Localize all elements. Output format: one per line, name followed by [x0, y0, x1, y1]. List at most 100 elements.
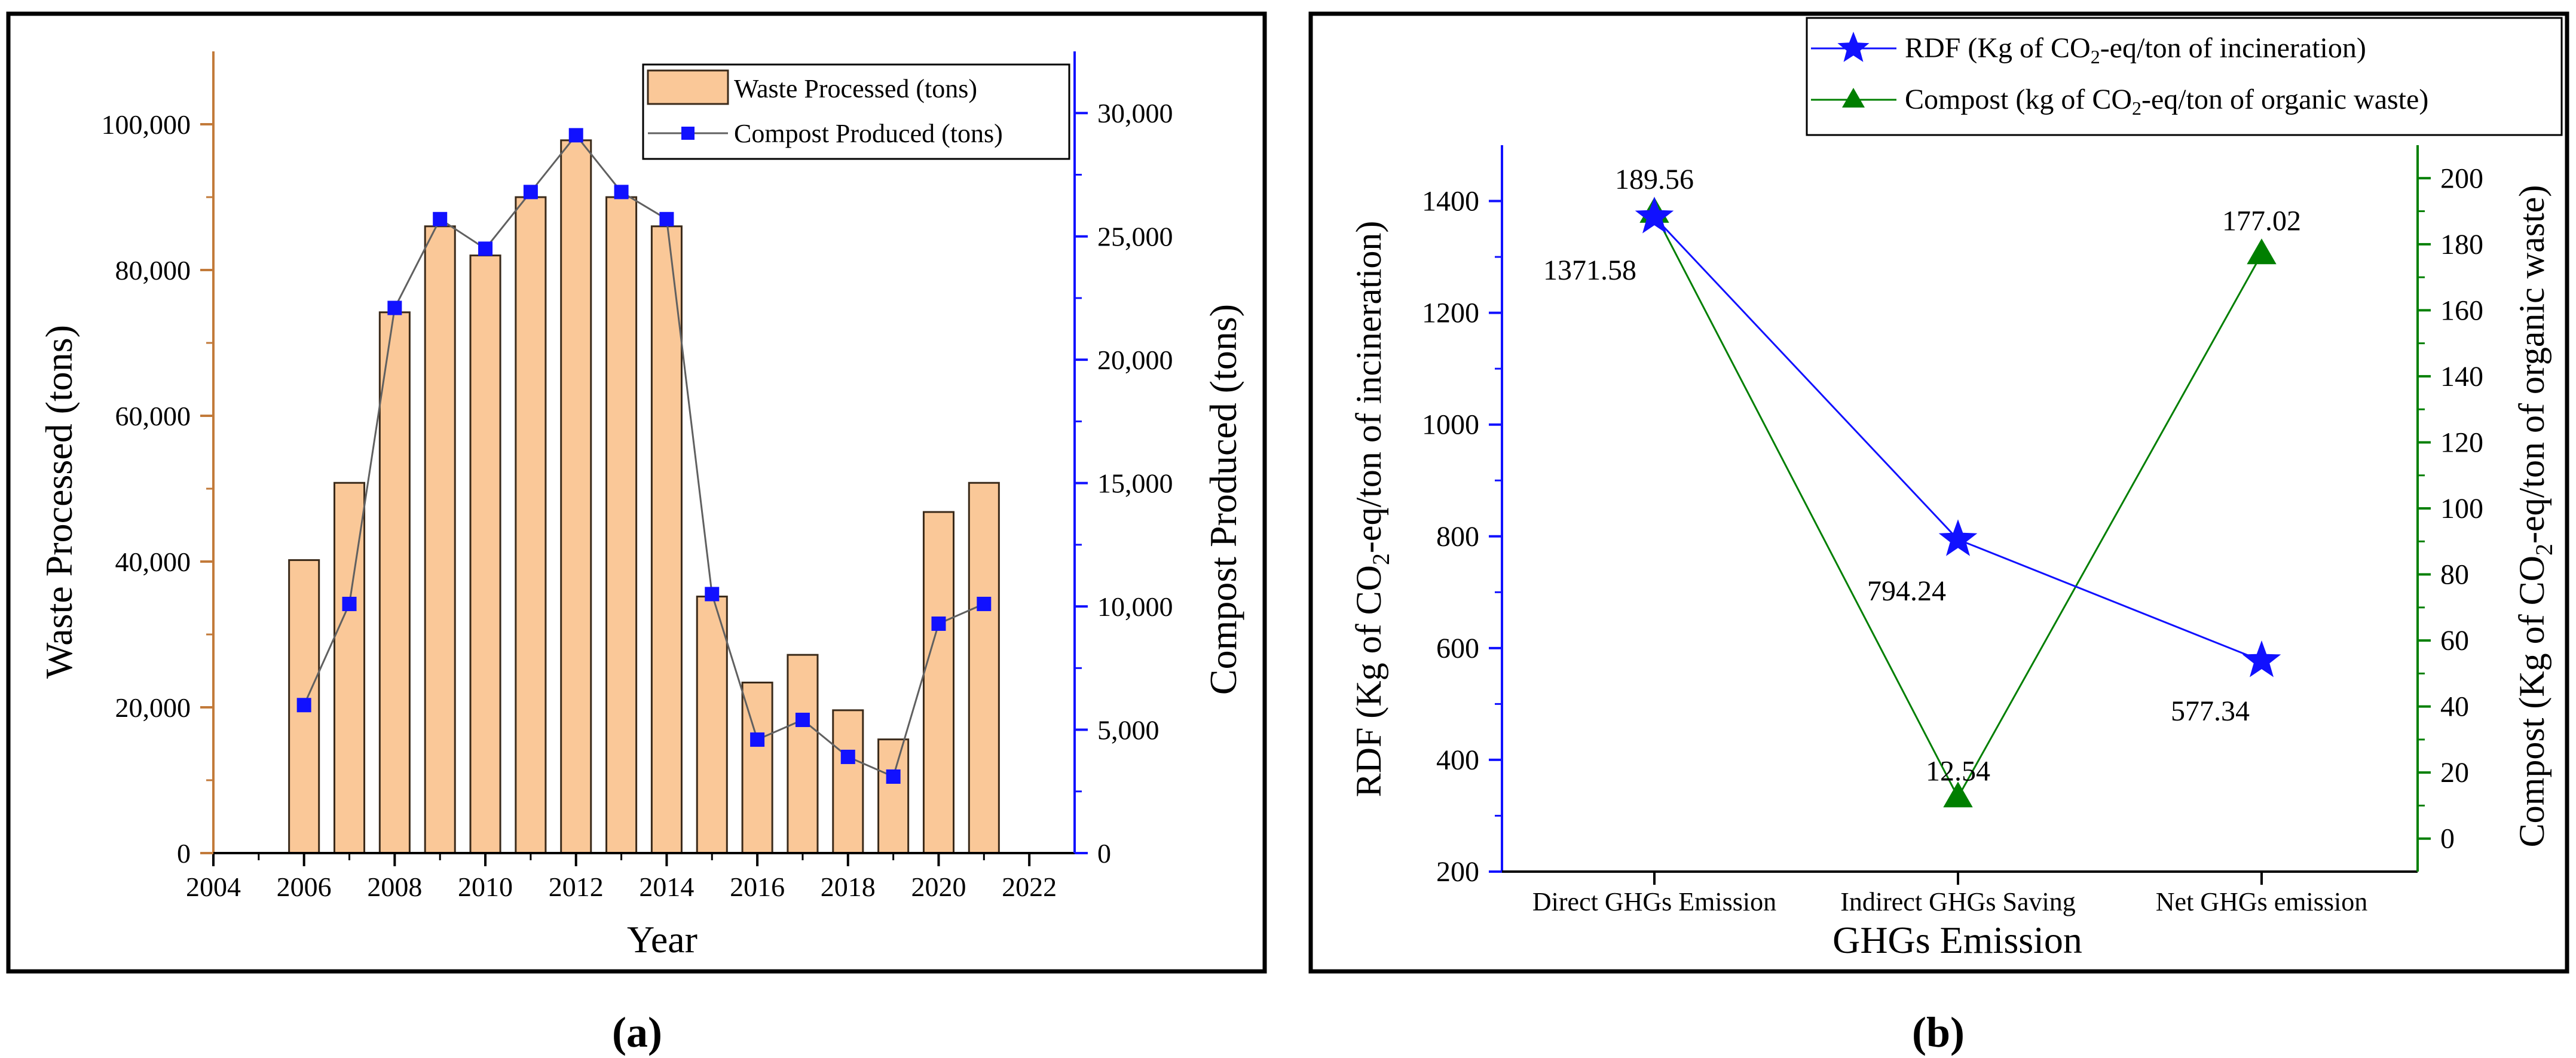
- legend-b-box: [1806, 17, 2563, 136]
- waste-bar-2020: [922, 511, 955, 854]
- waste-bar-2014: [650, 225, 683, 854]
- rdf-data-label: 794.24: [1867, 575, 1946, 607]
- waste-bar-2016: [741, 682, 773, 854]
- panel-b-label: (b): [1912, 1008, 1965, 1056]
- b-left-tick-label: 1000: [1422, 409, 1479, 441]
- b-left-tick-label: 800: [1436, 521, 1479, 553]
- compost-data-label: 12.54: [1926, 755, 1990, 787]
- panel-b-left-axis-title: RDF (Kg of CO2-eq/ton of incineration): [1349, 221, 1394, 798]
- compost-data-label: 189.56: [1615, 164, 1694, 195]
- b-right-tick-label: 0: [2440, 823, 2455, 855]
- compost-point-2008: [387, 300, 402, 315]
- a-right-tick-label: 20,000: [1097, 345, 1173, 375]
- b-left-tick-label: 1200: [1422, 298, 1479, 329]
- b-right-tick-label: 20: [2440, 757, 2469, 789]
- compost-point-2012: [568, 128, 583, 143]
- a-right-tick-label: 0: [1097, 838, 1111, 869]
- panel-a-frame: [6, 11, 1267, 974]
- panel-b-chart: Direct GHGs Emission Indirect GHGs Saving…: [1308, 11, 2569, 974]
- rdf-star-marker: [1635, 197, 1674, 234]
- a-right-tick-label: 15,000: [1097, 468, 1173, 499]
- a-left-tick-label: 60,000: [115, 401, 191, 431]
- compost-point-2013: [614, 185, 629, 200]
- legend-b-rdf-label-part1: RDF (Kg of CO: [1905, 32, 2091, 64]
- b-right-tick-label: 120: [2440, 427, 2483, 458]
- legend-b-compost-label-sub: 2: [2132, 97, 2141, 119]
- a-right-tick-label: 25,000: [1097, 222, 1173, 252]
- a-x-tick-label: 2016: [730, 872, 785, 902]
- b-x-category-label: Direct GHGs Emission: [1532, 887, 1776, 916]
- panel-b-right-axis-title: Compost (Kg of CO2-eq/ton of organic was…: [2512, 185, 2557, 848]
- panel-b-right-axis-title-sub: 2: [2531, 544, 2557, 556]
- a-x-tick-label: 2004: [186, 872, 241, 902]
- legend-b-compost-label-part2: -eq/ton of organic waste): [2141, 84, 2428, 115]
- compost-triangle-marker: [2247, 238, 2277, 265]
- waste-bar-2010: [469, 254, 501, 854]
- b-right-tick-label: 200: [2440, 162, 2483, 194]
- b-x-category-label: Net GHGs emission: [2156, 887, 2367, 916]
- compost-point-2006: [296, 698, 311, 713]
- compost-point-2009: [433, 211, 448, 226]
- a-left-tick-label: 80,000: [115, 255, 191, 286]
- a-x-tick-label: 2022: [1002, 872, 1057, 902]
- a-x-tick-label: 2006: [277, 872, 332, 902]
- a-left-tick-label: 20,000: [115, 692, 191, 723]
- panel-a-label: (a): [612, 1008, 662, 1056]
- a-x-tick-label: 2018: [821, 872, 876, 902]
- compost-triangle-marker: [1943, 781, 1973, 808]
- waste-bar-2008: [378, 311, 411, 854]
- waste-bar-2017: [787, 654, 819, 854]
- panel-a-chart: 2004 2006 2008 2010 2012 2014 2016 2018 2020 2022…: [6, 11, 1267, 974]
- a-x-tick-label: 2008: [367, 872, 422, 902]
- compost-line: [303, 133, 984, 778]
- a-left-tick-label: 40,000: [115, 547, 191, 577]
- compost-point-2014: [659, 211, 674, 226]
- b-right-tick-label: 100: [2440, 493, 2483, 525]
- b-left-tick-label: 200: [1436, 856, 1479, 888]
- a-x-tick-label: 2012: [549, 872, 604, 902]
- waste-bar-2012: [560, 139, 592, 854]
- b-right-tick-label: 60: [2440, 625, 2469, 657]
- waste-bar-2009: [424, 225, 456, 854]
- legend-b-rdf-star-marker: [1837, 32, 1870, 62]
- panel-a-left-axis-title: Waste Processed (tons): [38, 325, 80, 679]
- waste-bar-2019: [877, 738, 910, 854]
- a-x-tick-label: 2014: [639, 872, 694, 902]
- panel-a-legend: Waste Processed (tons) Compost Produced …: [642, 63, 1070, 160]
- panel-b-legend: RDF (Kg of CO2-eq/ton of incineration) C…: [1806, 17, 2563, 136]
- legend-b-rdf-label-part2: -eq/ton of incineration): [2100, 32, 2366, 64]
- b-right-tick-label: 180: [2440, 229, 2483, 260]
- legend-b-compost-label-part1: Compost (kg of CO: [1905, 84, 2132, 115]
- b-right-tick-label: 80: [2440, 559, 2469, 591]
- compost-point-2017: [795, 713, 810, 728]
- a-right-tick-label: 5,000: [1097, 715, 1159, 746]
- rdf-data-label: 577.34: [2171, 695, 2250, 727]
- waste-bar-2015: [696, 596, 728, 854]
- panel-b-x-axis-title: GHGs Emission: [1832, 919, 2082, 961]
- legend-a-bar-swatch: [647, 69, 729, 105]
- compost-point-2015: [705, 587, 720, 602]
- rdf-star-marker: [2242, 640, 2281, 677]
- b-x-category-label: Indirect GHGs Saving: [1840, 887, 2076, 916]
- panel-a-right-axis-title: Compost Produced (tons): [1202, 304, 1244, 695]
- compost-point-2020: [931, 616, 946, 631]
- compost-point-2011: [523, 185, 538, 200]
- a-left-tick-label: 100,000: [102, 109, 191, 140]
- a-x-tick-label: 2020: [911, 872, 966, 902]
- panel-b-left-axis-title-sub: 2: [1367, 553, 1394, 565]
- b-right-tick-label: 160: [2440, 295, 2483, 326]
- b-left-tick-label: 600: [1436, 633, 1479, 664]
- panel-b-right-axis-title-part2: -eq/ton of organic waste): [2512, 185, 2551, 544]
- a-left-tick-label: 0: [177, 838, 191, 869]
- legend-b-rdf-label-sub: 2: [2091, 46, 2100, 68]
- a-x-tick-label: 2010: [458, 872, 513, 902]
- compost-point-2016: [750, 732, 765, 747]
- compost-point-2007: [342, 596, 357, 611]
- panel-b-frame: [1308, 11, 2569, 974]
- compost-point-2018: [840, 749, 855, 764]
- rdf-data-label: 1371.58: [1543, 254, 1636, 286]
- compost-point-2010: [478, 241, 493, 256]
- legend-a-line-marker: [681, 127, 695, 140]
- panel-b-left-axis-title-part1: RDF (Kg of CO: [1349, 565, 1388, 797]
